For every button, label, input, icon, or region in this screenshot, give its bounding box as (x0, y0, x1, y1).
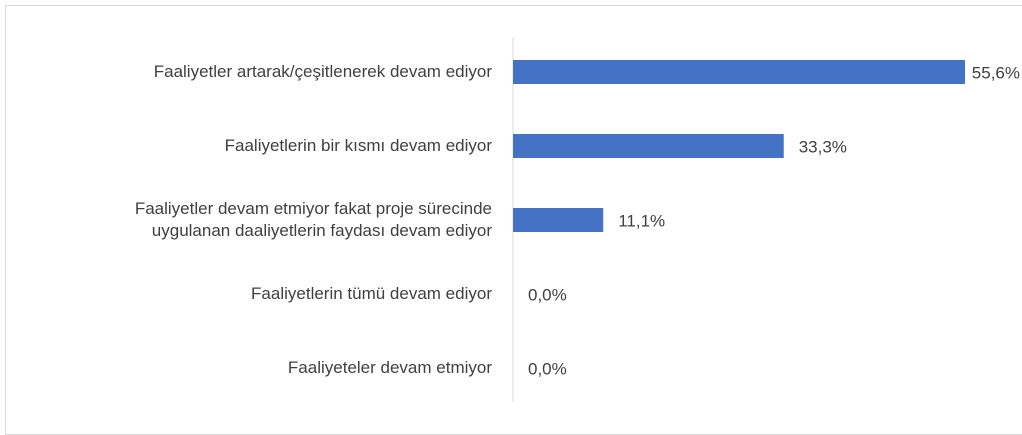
data-label: 55,6% (972, 63, 1020, 82)
bar (513, 134, 784, 158)
plot: 55,6% 33,3% 11,1% 0,0% 0,0% (512, 37, 1020, 402)
data-label: 0,0% (528, 285, 567, 304)
data-label: 0,0% (528, 359, 567, 378)
chart: 55,6% 33,3% 11,1% 0,0% 0,0% Faaliyetler arta… (5, 5, 1022, 435)
bar (513, 208, 604, 232)
category-label: Faaliyetlerin bir kısmı devam ediyor (224, 136, 492, 155)
category-label: Faaliyetler artarak/çeşitlenerek devam e… (153, 62, 492, 81)
category-label: Faaliyetlerin tümü devam ediyor (251, 284, 492, 303)
category-label: Faaliyeteler devam etmiyor (287, 358, 492, 377)
data-label: 11,1% (618, 211, 665, 230)
bar (513, 60, 966, 84)
data-label: 33,3% (799, 137, 847, 156)
category-label: Faaliyetler devam etmiyor fakat proje sü… (134, 199, 492, 240)
